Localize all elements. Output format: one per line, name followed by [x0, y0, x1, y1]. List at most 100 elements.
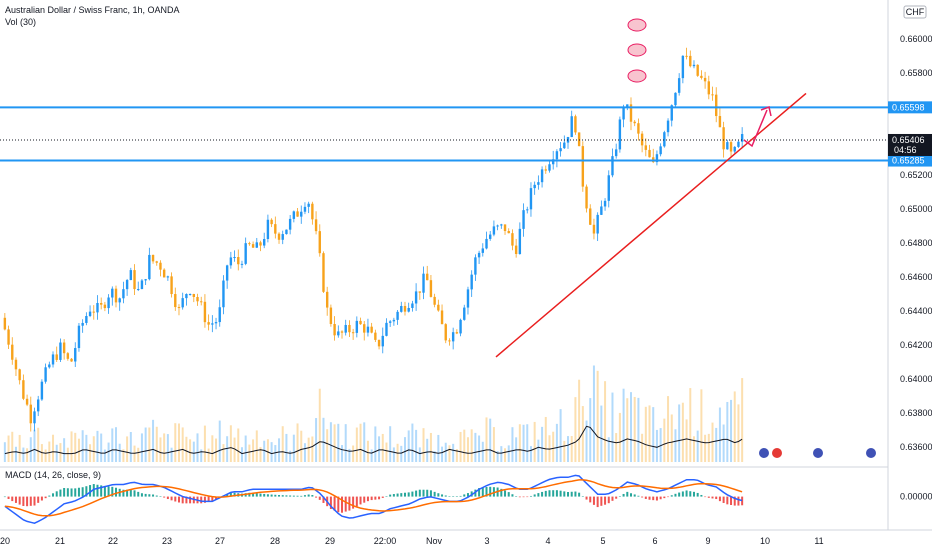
volume-bar	[652, 407, 655, 462]
volume-bar	[115, 427, 118, 462]
candle-body	[36, 399, 40, 412]
candle-body	[585, 186, 588, 209]
macd-histogram-bar	[481, 487, 484, 497]
volume-bar	[737, 404, 740, 462]
macd-histogram-bar	[422, 489, 425, 497]
economic-event-icon[interactable]	[772, 448, 782, 458]
volume-bar	[626, 398, 629, 462]
candle-body	[700, 75, 703, 78]
candle-body	[596, 214, 599, 234]
volume-bar	[544, 416, 547, 462]
candle-body	[729, 142, 733, 152]
price-axis[interactable]: 0.63600 0.63800 0.64000 0.64200 0.64400 0.646…	[900, 34, 932, 452]
macd-histogram-bar	[485, 486, 488, 497]
volume-bar	[122, 449, 125, 462]
candle-body	[570, 116, 573, 138]
candle-body	[707, 81, 711, 95]
volume-bar	[570, 436, 573, 462]
macd-histogram-bar	[155, 495, 158, 497]
highlight-ellipses[interactable]	[627, 18, 647, 83]
candle-body	[300, 211, 303, 217]
macd-histogram-bar	[278, 495, 281, 497]
volume-bar	[152, 419, 155, 462]
forecast-arrow[interactable]	[743, 105, 772, 148]
volume-bar	[166, 434, 169, 462]
volume-bar	[103, 449, 106, 462]
candle-body	[255, 242, 258, 248]
macd-histogram-bar	[300, 495, 303, 497]
macd-histogram-bar	[692, 491, 695, 497]
volume-bar	[18, 434, 21, 462]
macd-histogram-bar	[270, 494, 273, 497]
macd-histogram-bar	[403, 492, 406, 497]
candle-body	[7, 329, 10, 345]
candle-body	[48, 364, 51, 368]
volume-bar	[370, 449, 373, 462]
volume-bar	[500, 446, 503, 462]
volume-bar	[222, 444, 225, 462]
highlight-ellipse[interactable]	[627, 69, 647, 83]
trendline[interactable]	[495, 92, 807, 358]
highlight-ellipse[interactable]	[627, 18, 647, 32]
macd-histogram-bar	[466, 493, 469, 497]
time-tick-label: 21	[55, 536, 65, 546]
macd-histogram-bar	[344, 496, 347, 512]
price-tick-label: 0.64000	[900, 374, 932, 384]
candle-body	[92, 311, 95, 313]
macd-histogram-bar	[437, 493, 440, 497]
economic-event-icon[interactable]	[866, 448, 876, 458]
candle-body	[677, 78, 681, 93]
volume-bar	[85, 434, 88, 462]
volume-bar	[504, 448, 507, 462]
candle-body	[503, 224, 507, 232]
time-tick-label: 6	[652, 536, 657, 546]
volume-bar	[296, 423, 299, 462]
volume-bar	[389, 426, 392, 462]
macd-histogram-bar	[722, 496, 725, 503]
candle-body	[603, 200, 607, 207]
time-axis[interactable]: 20 21 22 23 27 28 29 22:00 Nov 3 4 5 6 9 10 11	[0, 536, 824, 546]
candle-body	[611, 156, 614, 176]
candle-body	[170, 276, 173, 295]
macd-histogram-bar	[518, 496, 521, 498]
economic-event-icon[interactable]	[759, 448, 769, 458]
macd-histogram-bar	[63, 488, 66, 497]
current-price-tag	[888, 133, 932, 156]
time-tick-label: 10	[760, 536, 770, 546]
time-tick-label: 4	[545, 536, 550, 546]
price-tick-label: 0.65000	[900, 204, 932, 214]
macd-histogram-bar	[581, 496, 584, 497]
macd-histogram-bar	[29, 496, 32, 506]
candle-body	[59, 342, 62, 360]
candle-body	[548, 164, 551, 171]
volume-bar	[481, 441, 484, 462]
volume-bar	[700, 389, 703, 462]
price-tick-label: 0.64800	[900, 238, 932, 248]
macd-histogram-bar	[711, 496, 714, 499]
volume-bar	[689, 388, 692, 462]
candle-body	[111, 288, 114, 298]
volume-bar	[692, 436, 695, 462]
candle-body	[118, 298, 121, 303]
volume-bar	[163, 433, 166, 462]
candle-body	[522, 210, 525, 229]
volume-bar	[329, 422, 332, 462]
volume-bar	[55, 444, 58, 462]
highlight-ellipse[interactable]	[627, 43, 647, 57]
event-icons[interactable]	[759, 448, 876, 458]
volume-bar	[281, 426, 284, 462]
macd-histogram-bar	[674, 493, 677, 497]
time-tick-label: 22:00	[374, 536, 397, 546]
macd-histogram-bar	[292, 495, 295, 497]
macd-histogram-bar	[381, 496, 384, 498]
chart-title: Australian Dollar / Swiss Franc, 1h, OAN…	[5, 5, 180, 15]
price-tick-label: 0.65200	[900, 170, 932, 180]
macd-histogram-bar	[259, 493, 262, 497]
macd-histogram-bar	[663, 496, 666, 499]
macd-histogram-bar	[707, 496, 710, 498]
candle-body	[577, 132, 581, 147]
economic-event-icon[interactable]	[813, 448, 823, 458]
price-tick-label: 0.63800	[900, 408, 932, 418]
